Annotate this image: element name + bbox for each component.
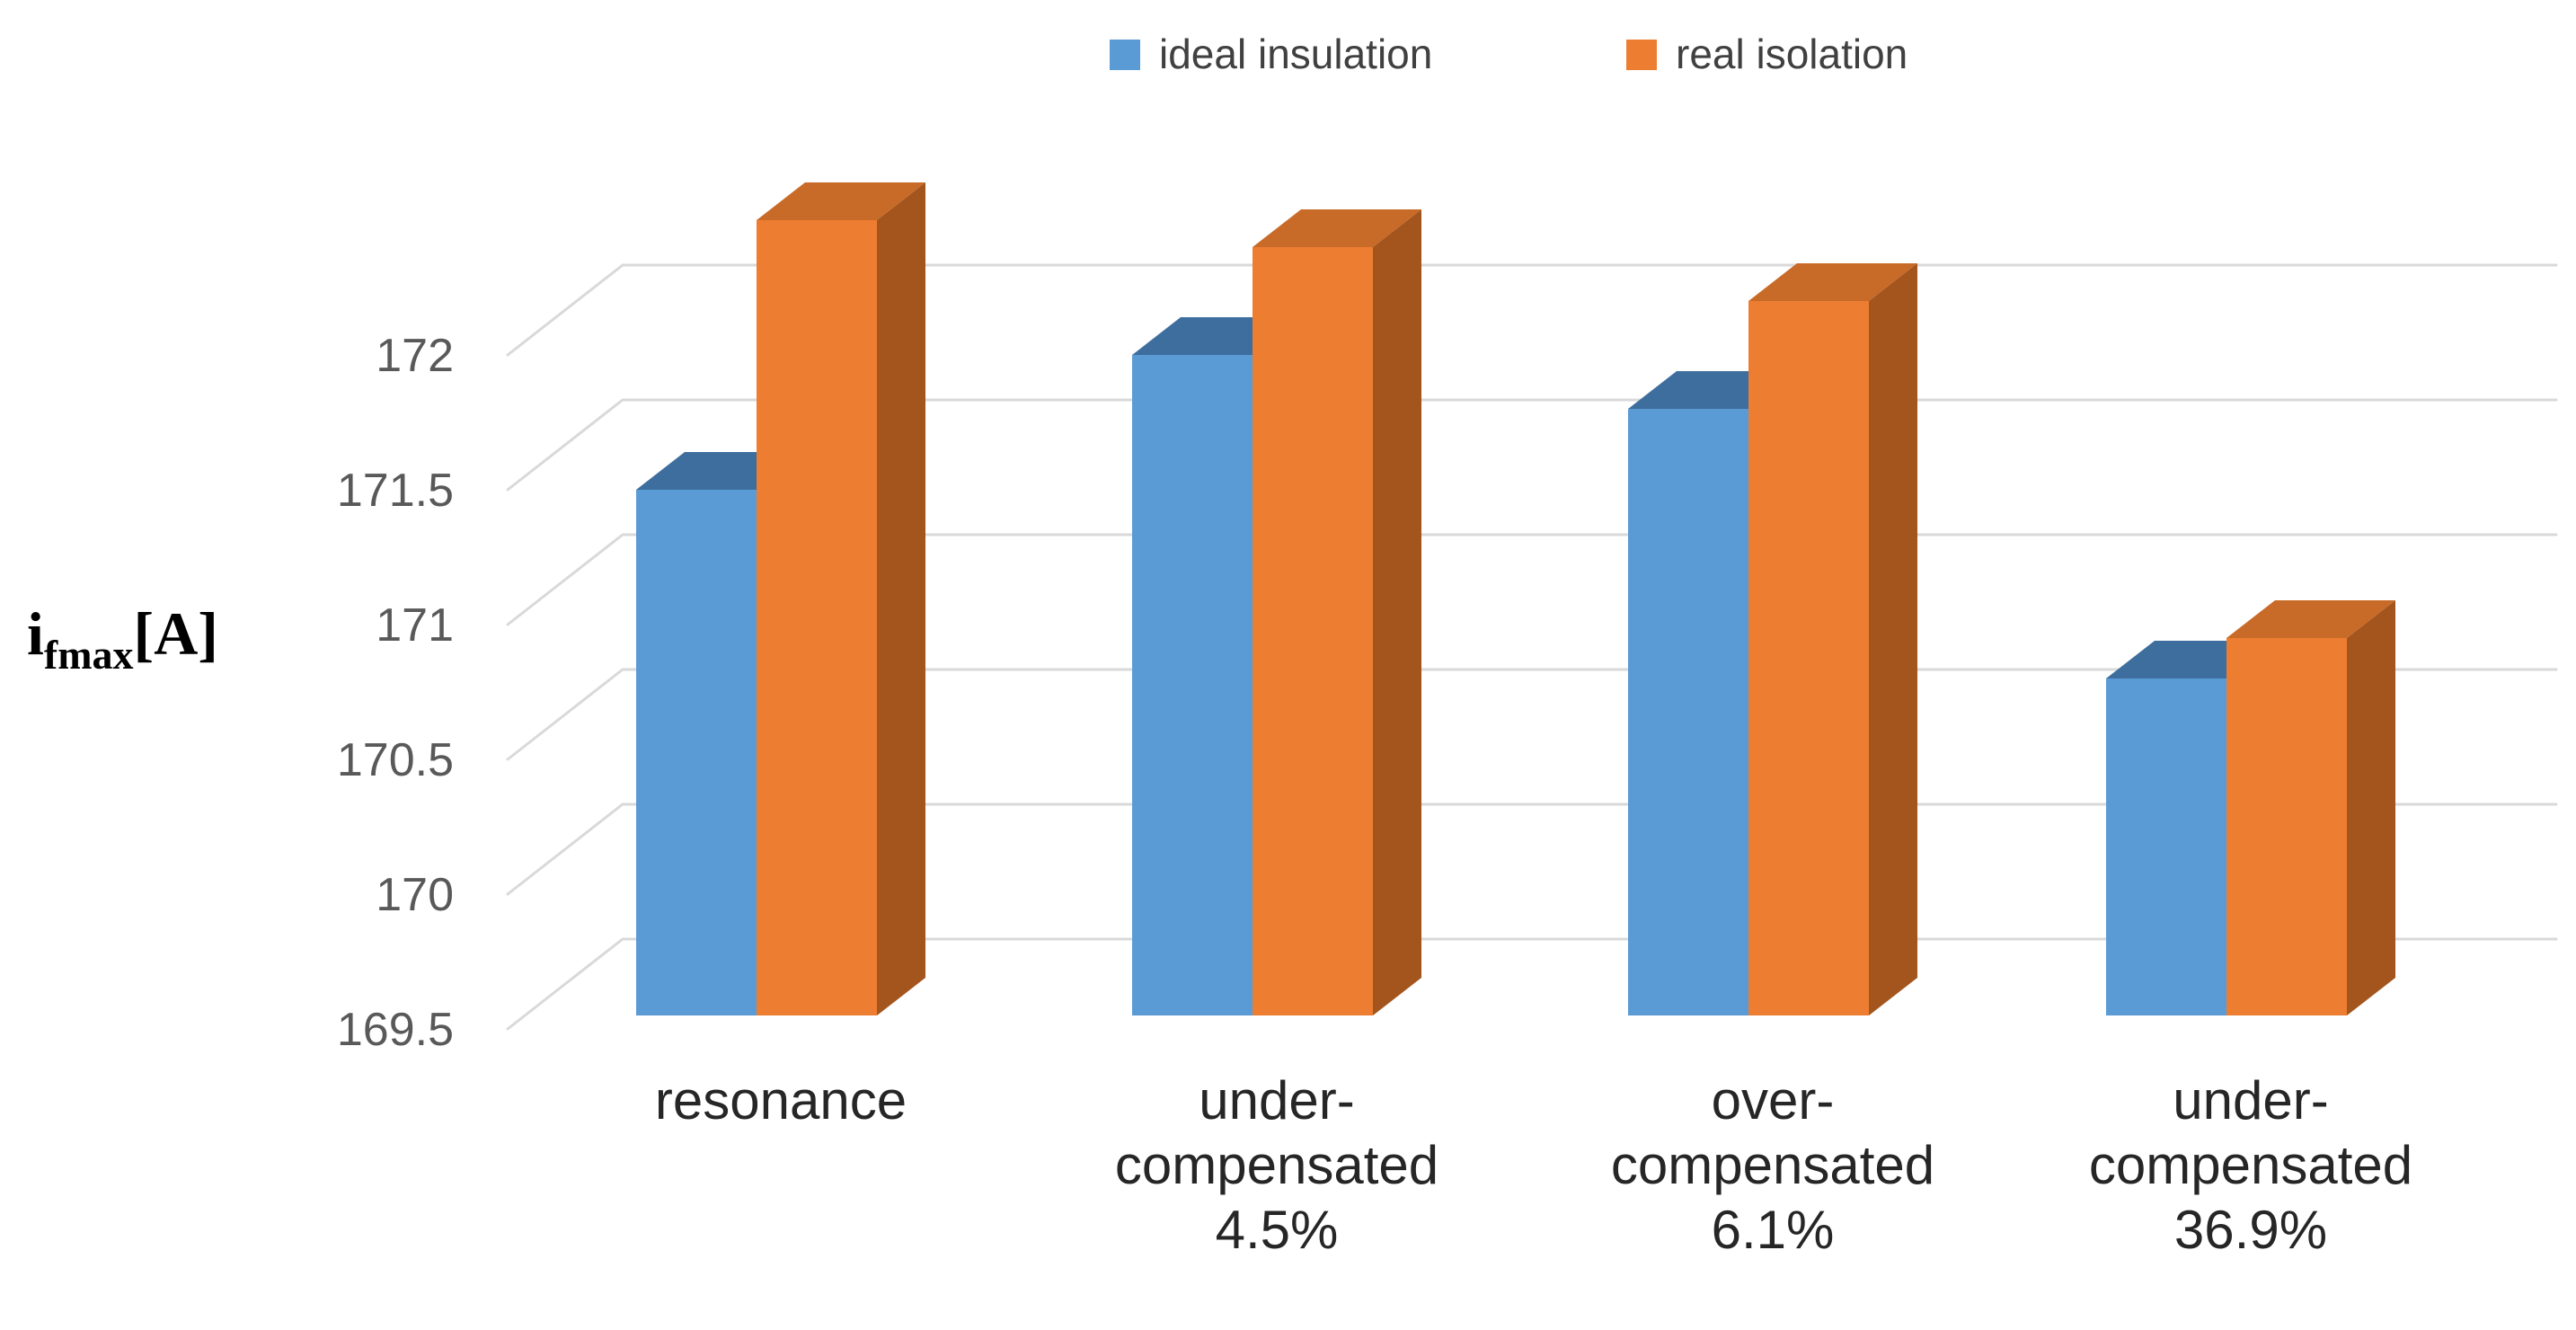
bar-front-face bbox=[2226, 638, 2347, 1015]
category-label: over-compensated 6.1% bbox=[1611, 1070, 1934, 1260]
bar-real-resonance bbox=[757, 182, 925, 1015]
bar-real-over bbox=[1748, 263, 1917, 1015]
category-label: under-compensated 4.5% bbox=[1115, 1070, 1438, 1260]
bar-top-face bbox=[1748, 263, 1917, 301]
category-label-line: 36.9% bbox=[2174, 1200, 2327, 1260]
category-label-line: compensated bbox=[2089, 1135, 2412, 1195]
bar-top-face bbox=[2226, 600, 2395, 638]
bar-real-under bbox=[1253, 209, 1421, 1015]
y-axis-title-unit: [A] bbox=[134, 599, 218, 668]
category-label-line: resonance bbox=[655, 1070, 907, 1130]
bar-front-face bbox=[2106, 678, 2226, 1015]
bar-side-face bbox=[1373, 209, 1421, 1015]
category-label-line: over- bbox=[1712, 1070, 1835, 1130]
legend-item-real-isolation: real isolation bbox=[1626, 31, 1908, 77]
y-axis-tick-label: 170 bbox=[376, 869, 454, 921]
bar-front-face bbox=[1132, 355, 1253, 1015]
bar-side-face bbox=[1869, 263, 1917, 1015]
category-label-line: 4.5% bbox=[1216, 1200, 1339, 1260]
y-axis-tick-label: 170.5 bbox=[337, 734, 454, 786]
legend-label-ideal-insulation: ideal insulation bbox=[1159, 31, 1432, 77]
legend-item-ideal-insulation: ideal insulation bbox=[1110, 31, 1432, 77]
y-axis-tick-label: 171.5 bbox=[337, 465, 454, 517]
y-axis-title-subscript: fmax bbox=[44, 632, 134, 678]
bar-real-under bbox=[2226, 600, 2395, 1015]
legend-label-real-isolation: real isolation bbox=[1676, 31, 1908, 77]
y-axis-title-base: i bbox=[27, 599, 44, 668]
bar-front-face bbox=[1748, 301, 1869, 1015]
bar-side-face bbox=[877, 182, 925, 1015]
y-axis-title: ifmax[A] bbox=[27, 599, 218, 678]
category-label-line: compensated bbox=[1115, 1135, 1438, 1195]
bars bbox=[636, 182, 2395, 1015]
bar-side-face bbox=[2347, 600, 2395, 1015]
bar-front-face bbox=[757, 220, 877, 1015]
bar-front-face bbox=[1628, 409, 1748, 1015]
bar-top-face bbox=[757, 182, 925, 220]
category-label-line: compensated bbox=[1611, 1135, 1934, 1195]
y-axis-tick-label: 172 bbox=[376, 330, 454, 382]
bar-front-face bbox=[636, 490, 757, 1015]
category-label-line: under- bbox=[2173, 1070, 2328, 1130]
category-label-line: under- bbox=[1199, 1070, 1354, 1130]
legend-swatch-real-isolation bbox=[1626, 40, 1657, 70]
legend: ideal insulation real isolation bbox=[1110, 31, 1908, 77]
legend-swatch-ideal-insulation bbox=[1110, 40, 1140, 70]
bar-front-face bbox=[1253, 247, 1373, 1015]
x-axis-category-labels: resonance under-compensated 4.5%over-compe… bbox=[655, 1070, 2412, 1260]
y-axis-tick-label: 169.5 bbox=[337, 1004, 454, 1056]
y-axis-tick-label: 171 bbox=[376, 599, 454, 652]
category-label: resonance bbox=[655, 1070, 907, 1130]
y-axis-tick-labels: 172 171.5 171 170.5 170 169.5 bbox=[337, 330, 454, 1056]
category-label-line: 6.1% bbox=[1712, 1200, 1835, 1260]
category-label: under-compensated 36.9% bbox=[2089, 1070, 2412, 1260]
bar-top-face bbox=[1253, 209, 1421, 247]
